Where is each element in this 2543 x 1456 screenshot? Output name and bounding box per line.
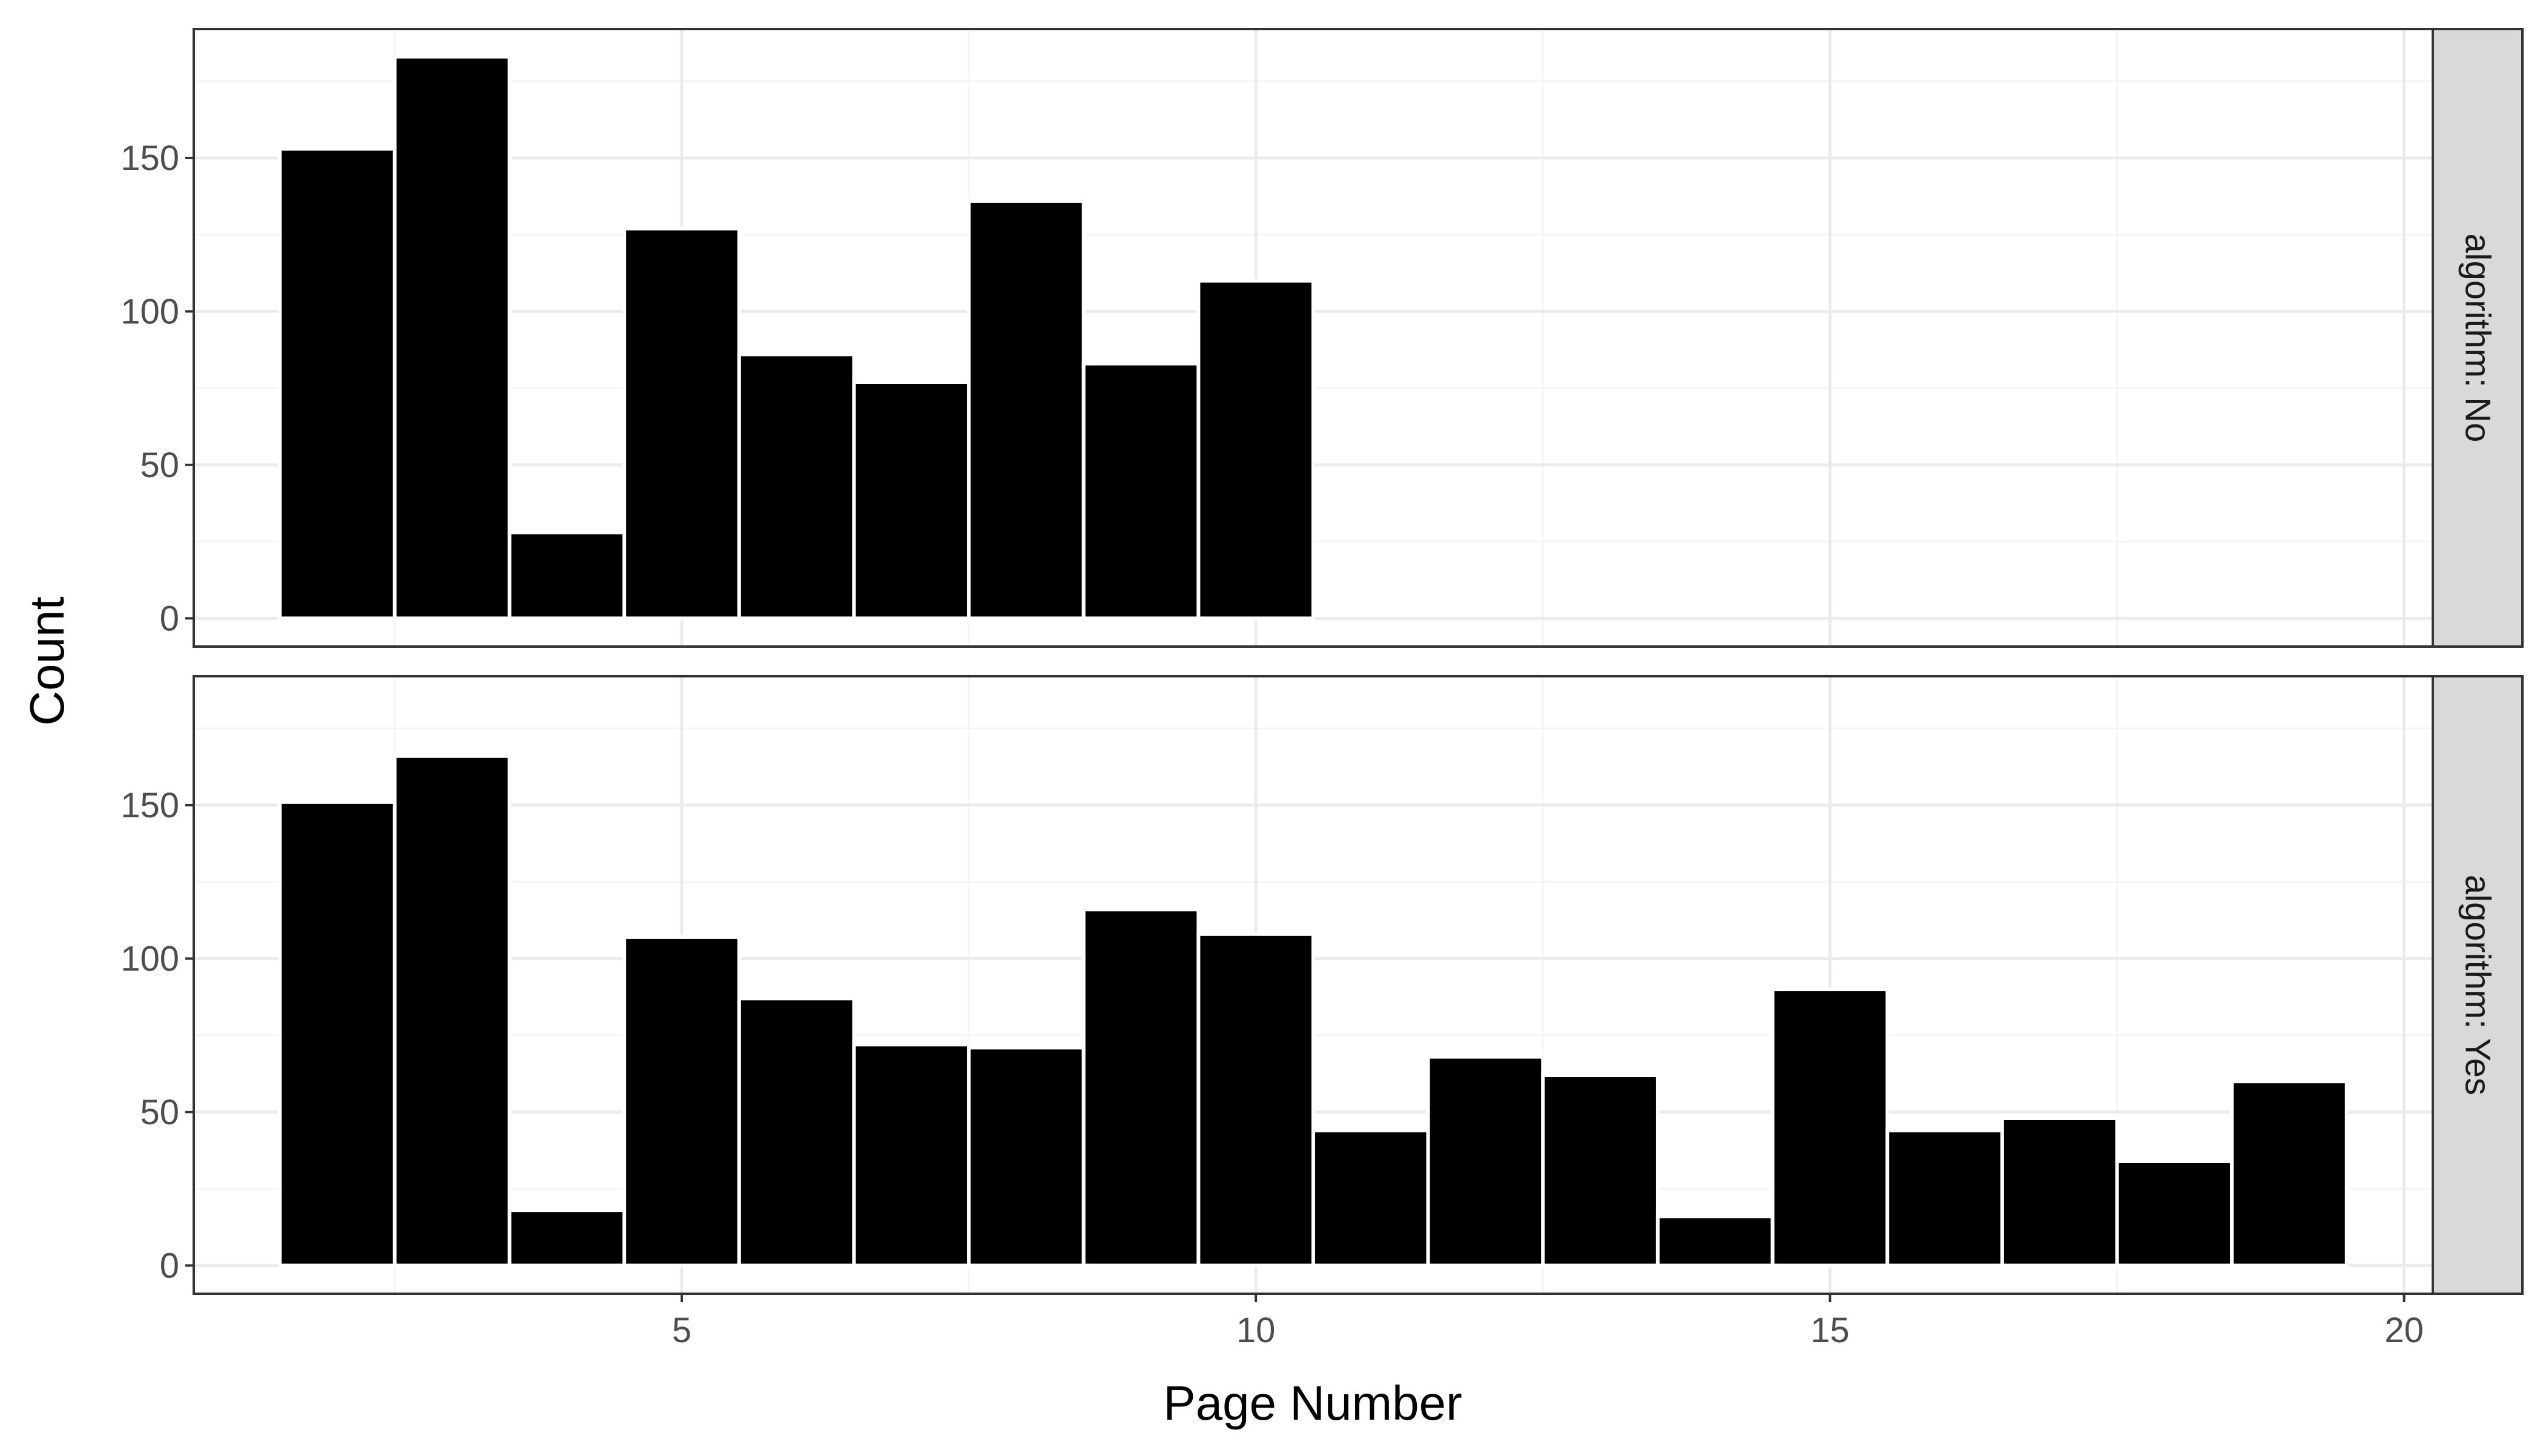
bar xyxy=(1770,987,1890,1268)
facet-strip-label: algorithm: Yes xyxy=(2458,875,2498,1095)
bar xyxy=(737,352,856,621)
facet-strip xyxy=(2432,675,2524,1295)
bar xyxy=(392,754,512,1268)
y-tick-label: 0 xyxy=(160,599,179,638)
bar xyxy=(2000,1116,2119,1268)
y-tick-label: 50 xyxy=(140,1093,179,1132)
bar xyxy=(1655,1214,1775,1268)
y-tick-label: 150 xyxy=(120,139,179,178)
bar xyxy=(967,199,1086,621)
bar xyxy=(392,54,512,621)
bar xyxy=(967,1046,1086,1268)
bar xyxy=(1541,1073,1660,1268)
bar xyxy=(2115,1159,2234,1268)
bar xyxy=(507,530,627,621)
bar xyxy=(1885,1128,2004,1268)
x-tick-label: 15 xyxy=(1810,1311,1850,1350)
y-tick-label: 100 xyxy=(120,939,179,978)
y-tick-label: 50 xyxy=(140,446,179,485)
y-tick-label: 100 xyxy=(120,292,179,331)
bar xyxy=(852,1043,971,1268)
panel-2: 0 50 100 150 algorithm: Yes 5 10 15 20 xyxy=(120,675,2524,1350)
facet-strip-label: algorithm: No xyxy=(2458,234,2498,443)
x-tick-label: 20 xyxy=(2384,1311,2424,1350)
bar xyxy=(1081,908,1201,1268)
bar xyxy=(1311,1128,1430,1268)
panel-1: 0 50 100 150 algorithm: No xyxy=(120,28,2524,648)
y-axis-title: Count xyxy=(20,596,74,725)
panels-layer: 0 50 100 150 algorithm: No 0 50 100 150 algorithm… xyxy=(120,28,2524,1350)
bar xyxy=(278,800,397,1268)
bar xyxy=(1081,361,1201,621)
x-tick-label: 10 xyxy=(1236,1311,1276,1350)
bar xyxy=(1196,278,1316,621)
bar xyxy=(1426,1055,1545,1268)
y-tick-label: 150 xyxy=(120,786,179,825)
bar xyxy=(507,1208,627,1268)
x-tick-label: 5 xyxy=(672,1311,691,1350)
y-tick-label: 0 xyxy=(160,1246,179,1285)
bar xyxy=(1196,932,1316,1268)
bar xyxy=(852,380,971,621)
bar xyxy=(737,996,856,1268)
bar xyxy=(622,935,741,1268)
x-axis-title: Page Number xyxy=(1163,1376,1462,1430)
facet-strip xyxy=(2432,28,2524,648)
bar xyxy=(278,147,397,621)
bar xyxy=(2230,1079,2349,1268)
bar xyxy=(622,226,741,621)
